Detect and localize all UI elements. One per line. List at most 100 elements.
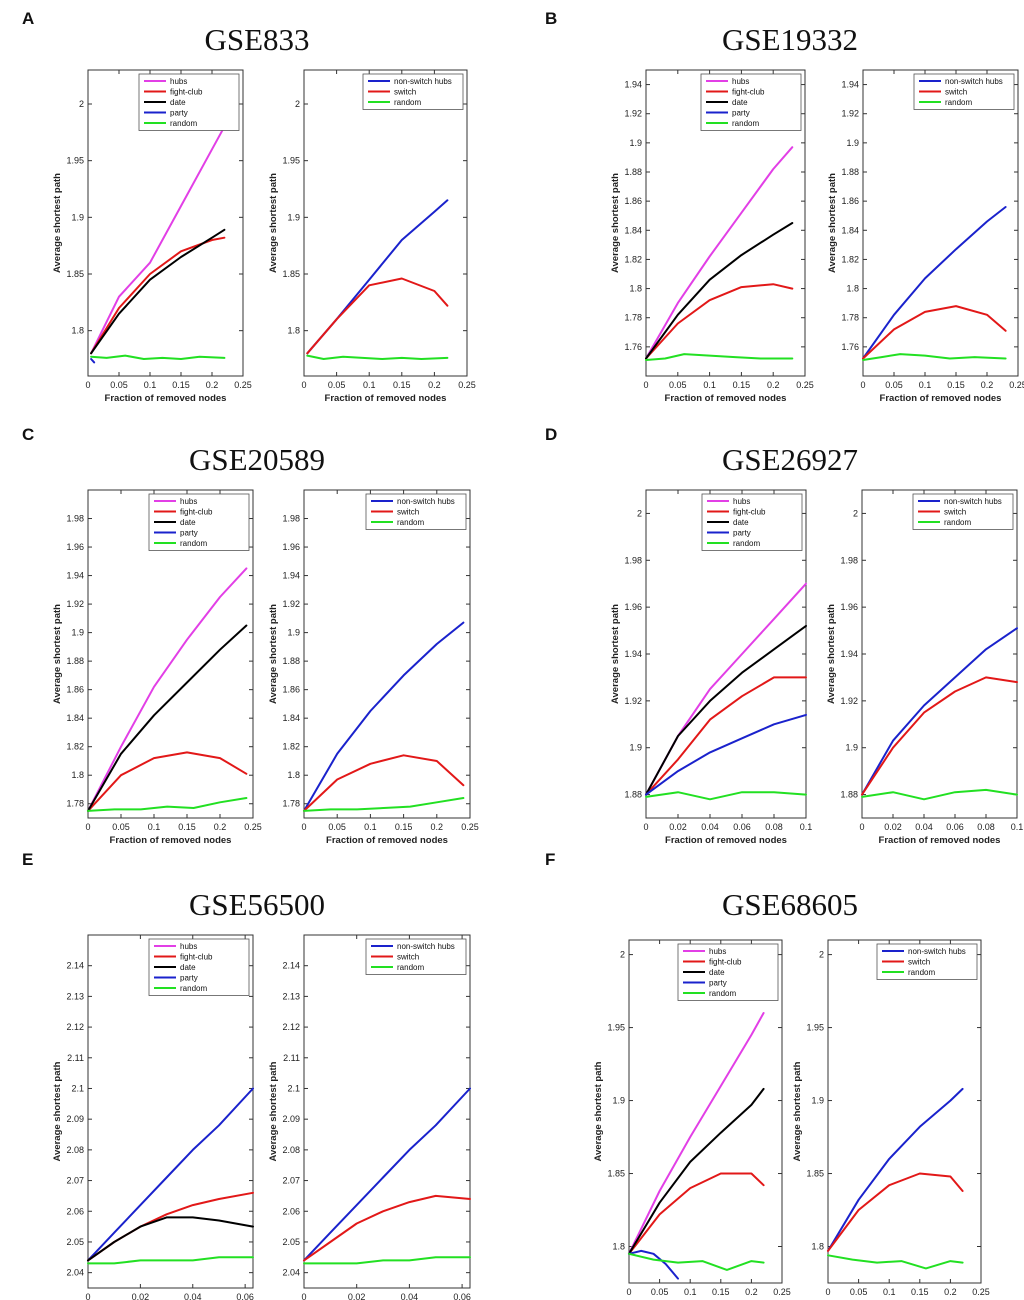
- legend-label-fight-club: fight-club: [180, 953, 213, 962]
- y-tick-label: 2: [637, 508, 642, 518]
- series-line-hubs: [628, 1012, 765, 1255]
- series-line-random: [303, 1256, 471, 1265]
- y-tick-label: 1.85: [607, 1169, 625, 1179]
- y-tick-label: 1.88: [624, 167, 642, 177]
- legend-label-party: party: [180, 529, 198, 538]
- x-tick-label: 0.15: [733, 380, 751, 390]
- series-line-non-switch-hubs: [861, 627, 1018, 796]
- x-tick-label: 0.05: [110, 380, 128, 390]
- legend-label-switch: switch: [397, 953, 419, 962]
- legend-label-hubs: hubs: [170, 77, 187, 86]
- y-tick-label: 1.94: [624, 649, 642, 659]
- y-tick-label: 1.92: [66, 599, 84, 609]
- series-line-random: [87, 1256, 254, 1265]
- x-tick-label: 0.1: [919, 380, 932, 390]
- y-tick-label: 1.88: [841, 167, 859, 177]
- legend-label-random: random: [908, 968, 935, 977]
- y-tick-label: 2.04: [66, 1268, 84, 1278]
- x-tick-label: 0: [825, 1287, 830, 1297]
- x-tick-label: 0.1: [800, 822, 813, 832]
- legend-label-fight-club: fight-club: [732, 88, 765, 97]
- y-tick-label: 2.05: [66, 1237, 84, 1247]
- y-tick-label: 2.14: [66, 961, 84, 971]
- y-tick-label: 1.78: [66, 799, 84, 809]
- series-line-non-switch-hubs: [303, 621, 465, 812]
- y-tick-label: 1.94: [624, 80, 642, 90]
- x-tick-label: 0.06: [733, 822, 751, 832]
- x-tick-label: 0: [301, 1292, 306, 1300]
- legend-label-party: party: [733, 529, 751, 538]
- series-line-hubs: [87, 567, 248, 812]
- x-tick-label: 0.2: [428, 380, 441, 390]
- series-line-switch: [862, 305, 1007, 360]
- y-tick-label: 1.8: [287, 326, 300, 336]
- panel-e: E GSE56500: [22, 850, 325, 922]
- x-tick-label: 0: [643, 380, 648, 390]
- chart-a-right: 0 0.05 0.1 0.15 0.2 0.25 1.8 1.85 1.9 1.95 2 Fracti…: [268, 69, 476, 404]
- y-tick-label: 1.78: [624, 313, 642, 323]
- y-tick-label: 1.9: [71, 628, 84, 638]
- x-tick-label: 0.15: [395, 822, 413, 832]
- x-tick-label: 0.08: [765, 822, 783, 832]
- y-tick-label: 1.9: [629, 138, 642, 148]
- axes-frame: [303, 934, 471, 1289]
- legend-label-non-switch-hubs: non-switch hubs: [944, 497, 1002, 506]
- x-tick-label: 0.2: [767, 380, 780, 390]
- y-axis-label: Average shortest path: [610, 173, 621, 273]
- x-tick-label: 0.25: [972, 1287, 990, 1297]
- y-tick-label: 2.07: [66, 1176, 84, 1186]
- x-tick-label: 0.15: [393, 380, 411, 390]
- x-tick-label: 0.05: [850, 1287, 868, 1297]
- x-tick-label: 0.25: [234, 380, 252, 390]
- charts-layer: 0 0.05 0.1 0.15 0.2 0.25 1.8 1.85 1.9 1.95 2 Fracti…: [52, 69, 1024, 1300]
- panel-b: B GSE19332: [545, 9, 858, 57]
- y-axis-label: Average shortest path: [826, 604, 837, 704]
- x-tick-label: 0.1: [364, 822, 377, 832]
- legend-label-random: random: [180, 539, 207, 548]
- legend-label-hubs: hubs: [180, 942, 197, 951]
- y-axis-label: Average shortest path: [792, 1061, 803, 1161]
- series-line-fight-club: [628, 1172, 765, 1255]
- series-line-switch: [303, 1194, 471, 1262]
- x-tick-label: 0.05: [112, 822, 130, 832]
- y-tick-label: 1.84: [624, 225, 642, 235]
- series-line-switch: [303, 754, 465, 812]
- y-tick-label: 2.11: [67, 1053, 84, 1063]
- series-line-non-switch-hubs: [862, 206, 1007, 360]
- legend-label-fight-club: fight-club: [709, 958, 742, 967]
- y-tick-label: 1.92: [840, 696, 858, 706]
- y-tick-label: 1.9: [612, 1096, 625, 1106]
- legend-label-switch: switch: [397, 508, 419, 517]
- axes-frame: [861, 489, 1018, 819]
- y-tick-label: 2.12: [66, 1022, 84, 1032]
- x-tick-label: 0.06: [946, 822, 964, 832]
- x-tick-label: 0.04: [401, 1292, 419, 1300]
- x-tick-label: 0.2: [944, 1287, 957, 1297]
- chart-b-left: 0 0.05 0.1 0.15 0.2 0.25 1.76 1.78 1.8 1.82 1.84 1.…: [610, 69, 814, 404]
- x-tick-label: 0.25: [796, 380, 814, 390]
- panel-title-c: GSE20589: [189, 442, 325, 477]
- y-tick-label: 1.85: [806, 1169, 824, 1179]
- legend-label-hubs: hubs: [180, 497, 197, 506]
- y-tick-label: 1.98: [282, 514, 300, 524]
- panel-letter-c: C: [22, 425, 34, 444]
- x-tick-label: 0.05: [328, 822, 346, 832]
- x-tick-label: 0.25: [461, 822, 479, 832]
- x-axis-label: Fraction of removed nodes: [105, 393, 227, 404]
- legend-label-non-switch-hubs: non-switch hubs: [394, 77, 452, 86]
- legend-label-random: random: [180, 984, 207, 993]
- legend-label-random: random: [397, 963, 424, 972]
- x-tick-label: 0.04: [701, 822, 719, 832]
- legend-label-fight-club: fight-club: [733, 508, 766, 517]
- legend-label-switch: switch: [944, 508, 966, 517]
- legend-label-random: random: [732, 119, 759, 128]
- x-tick-label: 0.25: [1009, 380, 1024, 390]
- axes-frame: [862, 69, 1019, 377]
- y-tick-label: 1.84: [66, 713, 84, 723]
- legend-label-date: date: [709, 968, 725, 977]
- chart-a-left: 0 0.05 0.1 0.15 0.2 0.25 1.8 1.85 1.9 1.95 2 Fracti…: [52, 69, 252, 404]
- series-line-hubs: [645, 146, 794, 360]
- y-tick-label: 2: [853, 508, 858, 518]
- legend-label-random: random: [945, 98, 972, 107]
- series-line-random: [645, 353, 794, 361]
